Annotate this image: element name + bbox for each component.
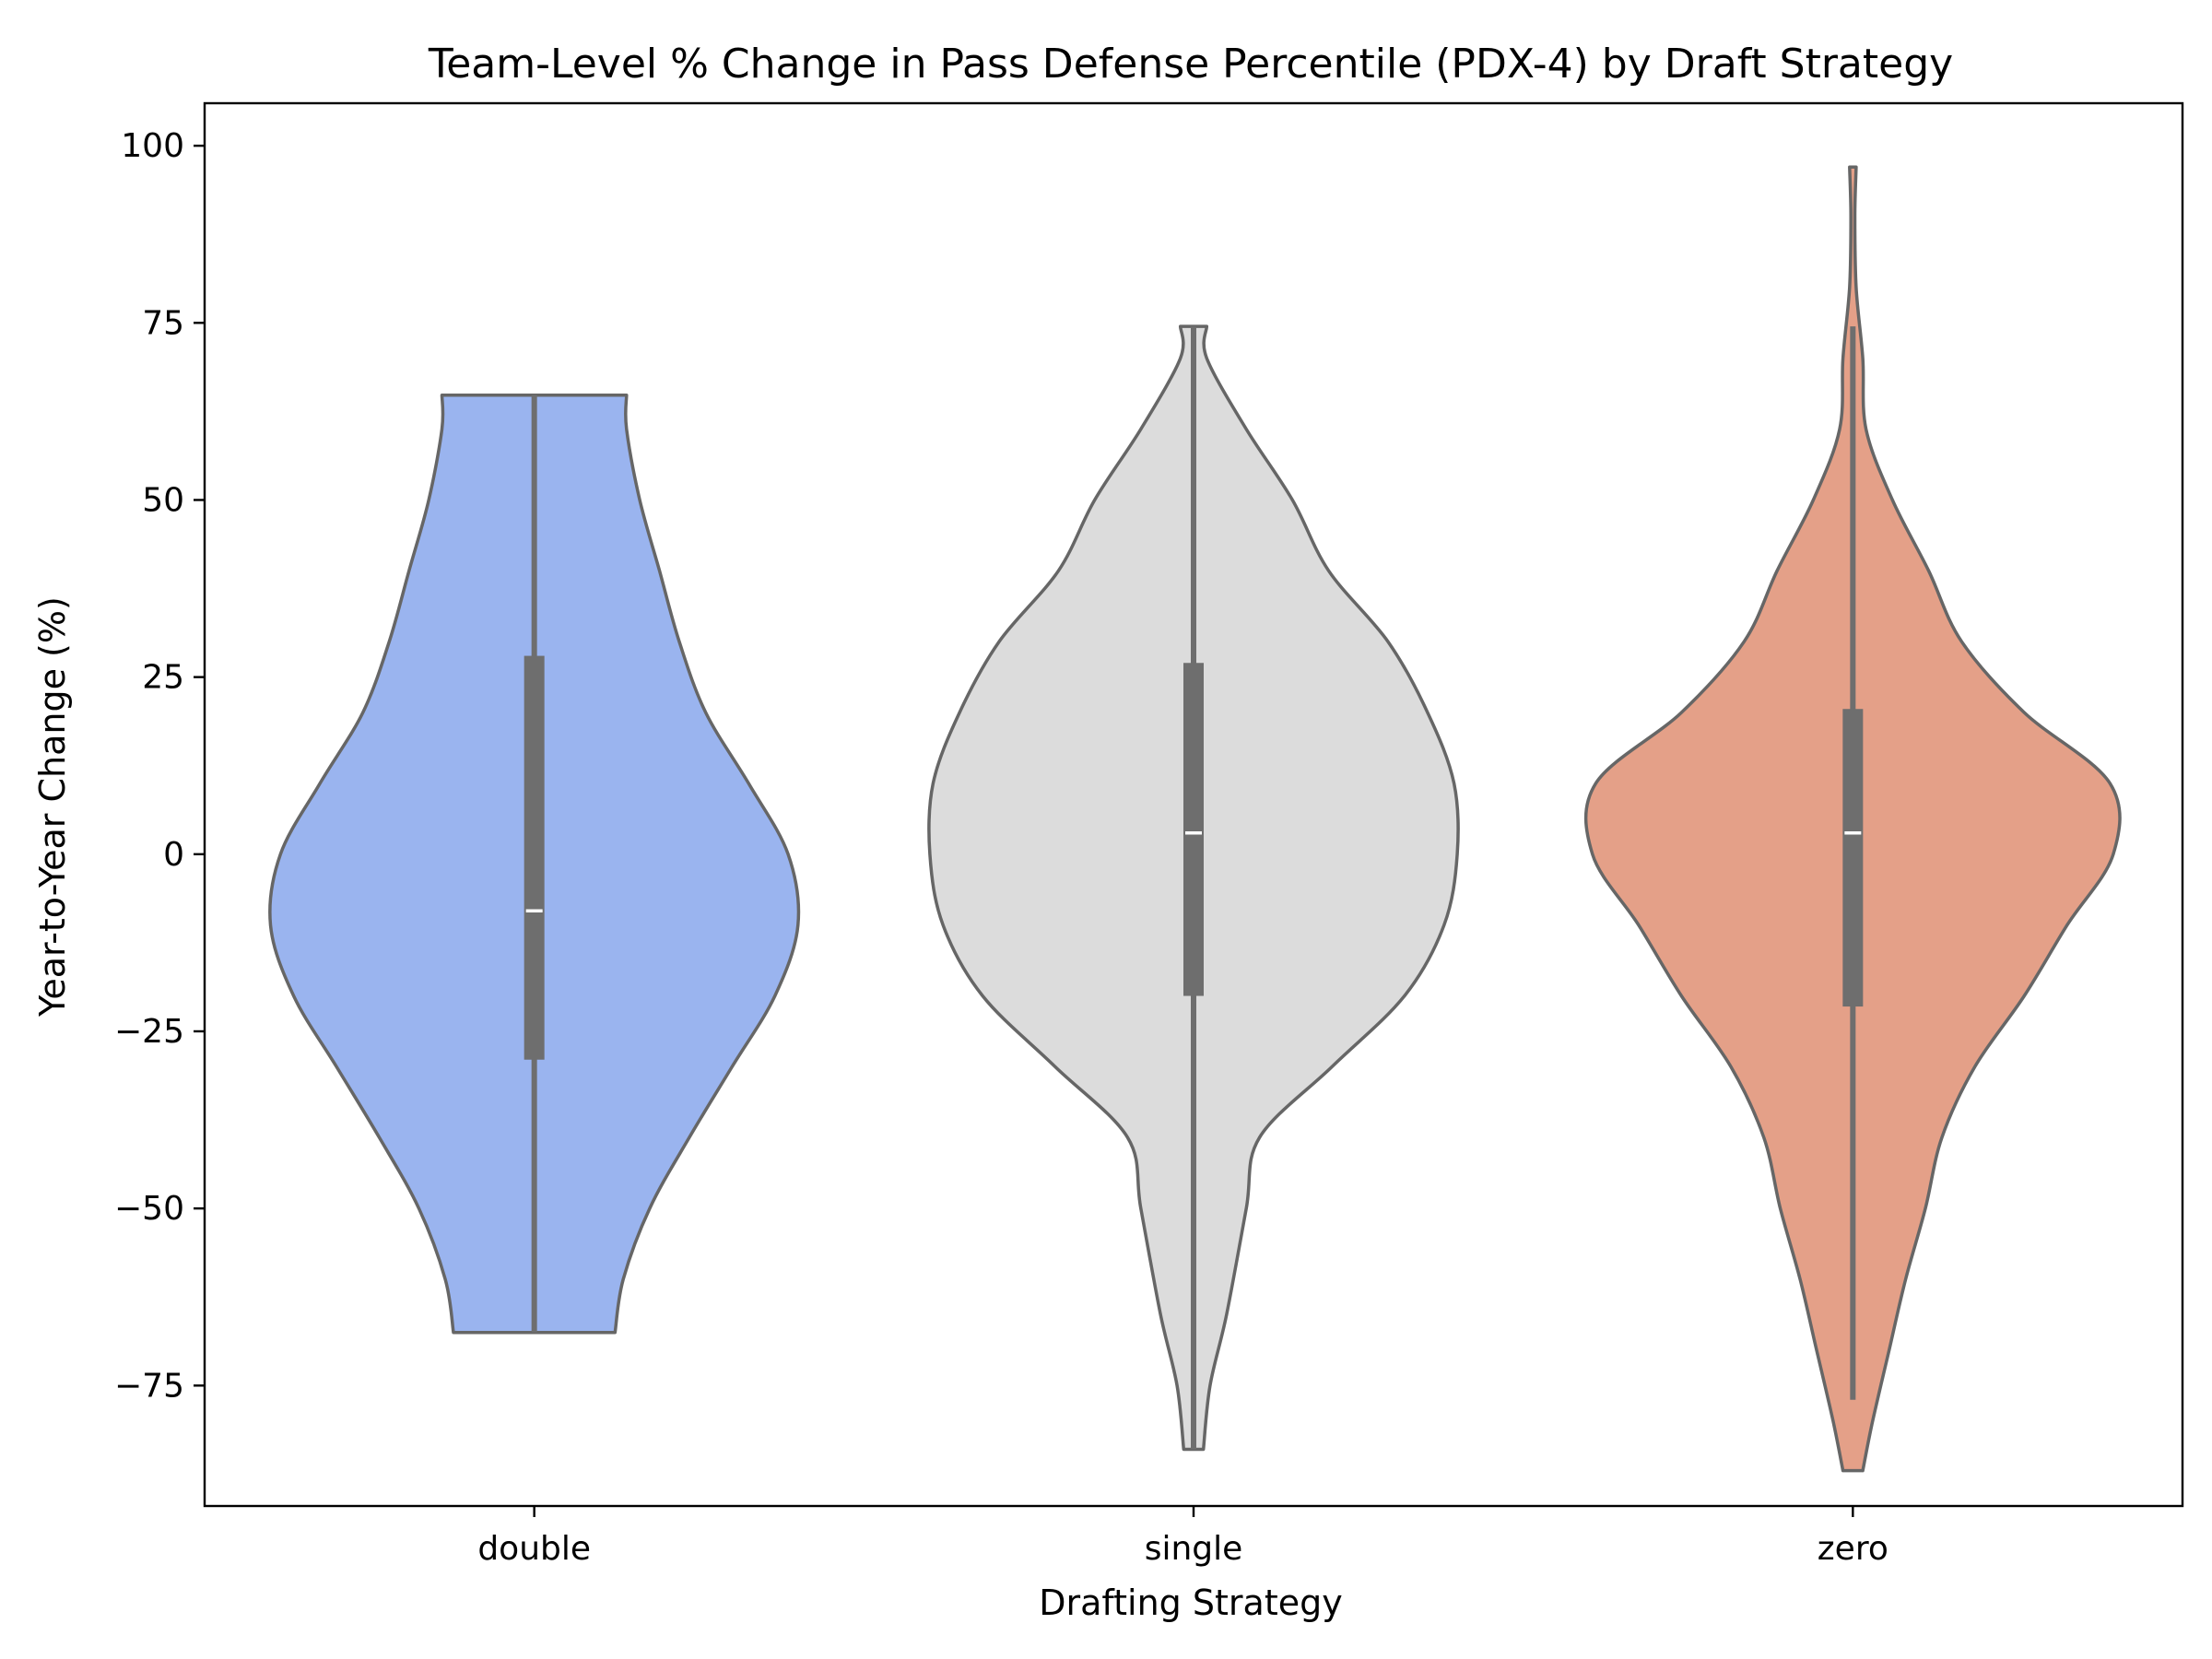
x-axis-title: Drafting Strategy bbox=[1039, 1583, 1342, 1623]
x-tick-label: double bbox=[477, 1530, 591, 1568]
y-axis-title: Year-to-Year Change (%) bbox=[32, 596, 73, 1018]
violin-group bbox=[268, 165, 2122, 1473]
y-tick-label: 0 bbox=[163, 836, 184, 874]
y-tick-label: 100 bbox=[121, 127, 184, 165]
y-tick-label: −25 bbox=[114, 1013, 184, 1051]
y-tick-label: 25 bbox=[142, 659, 184, 697]
y-tick-label: −75 bbox=[114, 1367, 184, 1405]
x-tick-label: zero bbox=[1818, 1530, 1888, 1568]
chart-title: Team-Level % Change in Pass Defense Perc… bbox=[428, 41, 1953, 88]
x-axis: double single zero bbox=[477, 1506, 1888, 1568]
x-tick-label: single bbox=[1145, 1530, 1243, 1568]
plot-frame bbox=[203, 101, 2184, 1508]
iqr-box-zero bbox=[1842, 709, 1864, 1007]
y-axis: −75 −50 −25 0 25 50 75 100 bbox=[114, 127, 205, 1405]
y-tick-label: −50 bbox=[114, 1190, 184, 1228]
iqr-box-double bbox=[524, 655, 545, 1060]
y-tick-label: 75 bbox=[142, 304, 184, 342]
y-tick-label: 50 bbox=[142, 481, 184, 519]
iqr-box-single bbox=[1183, 663, 1204, 996]
